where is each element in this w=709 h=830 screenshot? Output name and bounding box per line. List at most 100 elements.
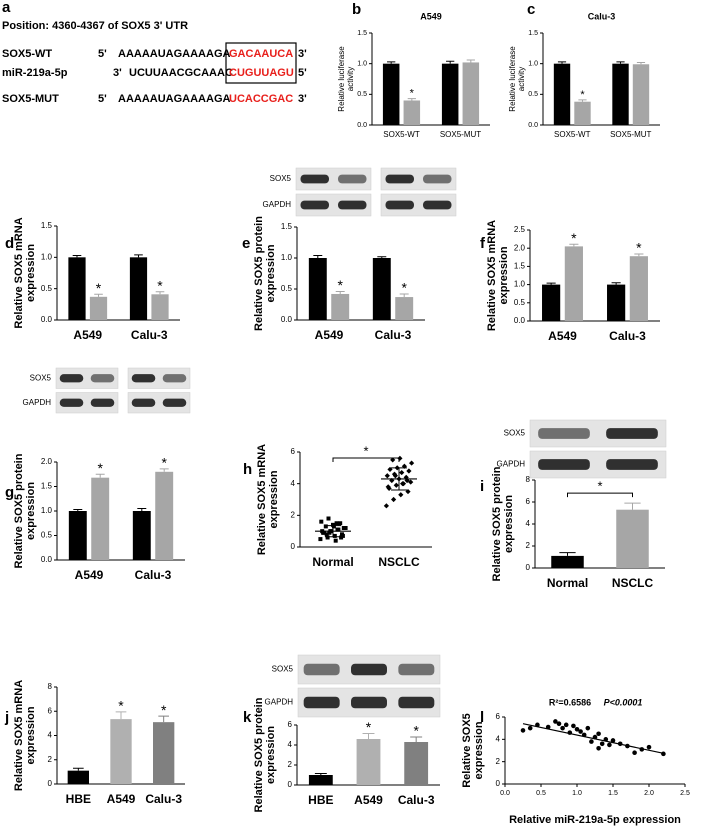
significance: *	[161, 702, 167, 718]
error-bar	[335, 290, 345, 294]
y-axis-label: Relative SOX5 mRNA	[13, 680, 25, 791]
sd-bar	[391, 467, 407, 491]
bar	[356, 739, 381, 785]
y-tick-label: 1.5	[528, 30, 538, 37]
blot-label: SOX5	[504, 429, 526, 438]
x-tick-label: SOX5-MUT	[440, 130, 481, 139]
point	[578, 729, 583, 734]
y-tick-label: 0.5	[41, 531, 53, 540]
y-tick-label: 6	[288, 720, 293, 729]
x-tick-label: HBE	[66, 792, 91, 806]
blot-band	[398, 663, 435, 676]
point	[585, 725, 591, 731]
point	[331, 524, 336, 529]
chart-e: e 0.0 0.5 1.0 1.5 Relative SOX5 protein expres…	[242, 167, 457, 342]
x-tick-label: NSCLC	[378, 555, 420, 569]
y-tick-label: 2	[496, 757, 501, 766]
chart-k: k 0 2 4 6 Relative SOX5 protein expression SOX5…	[243, 654, 441, 812]
y-axis-label: Relative SOX5 protein	[253, 697, 265, 812]
error-bar	[362, 733, 375, 739]
blot-band	[303, 663, 340, 676]
x-tick-label: A549	[107, 792, 136, 806]
blot-band	[131, 374, 156, 383]
panel-letter: j	[4, 709, 9, 726]
bar	[308, 258, 327, 320]
x-tick-label: Calu-3	[609, 329, 646, 343]
y-tick-label: 4	[291, 479, 296, 488]
point	[571, 723, 576, 729]
bar	[331, 293, 350, 320]
bar	[395, 297, 414, 320]
y-axis-label: Relative SOX5 mRNA	[486, 220, 498, 331]
y-axis-label: Relative luciferase	[337, 46, 346, 112]
panel-letter: c	[527, 1, 535, 18]
error-bar	[95, 473, 105, 478]
y-tick-label: 8	[48, 682, 53, 691]
x-tick-label: 2.0	[644, 790, 654, 797]
chart-i: i 0 2 4 6 8 Relative SOX5 protein expression SOX…	[480, 419, 667, 590]
x-tick-label: Calu-3	[398, 793, 435, 807]
bar	[553, 63, 571, 125]
blot-band	[423, 174, 452, 184]
panel-letter: k	[243, 709, 252, 726]
error-bar	[624, 502, 641, 510]
chart-f: f 0.0 0.5 1.0 1.5 2.0 2.5 Relative SOX5 mRNA exp…	[480, 220, 660, 343]
blot-band	[162, 374, 187, 383]
error-bar	[446, 60, 455, 64]
point	[391, 496, 397, 503]
point	[599, 741, 605, 747]
blot-strip	[295, 193, 372, 217]
y-tick-label: 0.0	[41, 315, 53, 324]
bar	[110, 719, 132, 784]
comparison-label: *	[597, 479, 602, 494]
point	[333, 538, 338, 543]
highlight: CUGUUAGU	[229, 67, 294, 79]
point	[384, 473, 390, 479]
point	[325, 535, 330, 540]
point	[334, 521, 339, 526]
y-tick-label: 4	[48, 731, 53, 740]
x-tick-label: 0.5	[536, 790, 546, 797]
error-bar	[313, 255, 323, 258]
blot-strip	[55, 367, 119, 389]
error-bar	[72, 254, 82, 258]
error-bar	[636, 61, 646, 65]
chart-b: b 0.0 0.5 1.0 1.5 Relative luciferase activity…	[337, 1, 490, 139]
bar	[151, 294, 169, 320]
x-tick-label: HBE	[308, 793, 333, 807]
point	[385, 484, 391, 490]
y-tick-label: 1.5	[514, 262, 526, 271]
panel-letter: f	[480, 235, 486, 252]
y-tick-label: 1.0	[281, 253, 293, 262]
y-tick-label: 6	[526, 497, 531, 506]
chart-title: Calu-3	[588, 11, 616, 21]
error-bar	[466, 59, 475, 63]
end-label: 5'	[98, 93, 107, 105]
y-tick-label: 1.5	[281, 222, 293, 231]
chart-l: l 0 2 4 6 Relative SOX5 expression R²=0.6586 P<0…	[461, 697, 690, 826]
y-axis-label: expression	[498, 246, 510, 304]
point	[323, 524, 328, 529]
x-tick-label: 1.5	[608, 790, 618, 797]
blot-band	[385, 174, 414, 184]
y-tick-label: 1.5	[41, 221, 53, 230]
point	[400, 481, 406, 487]
y-tick-label: 4	[288, 740, 293, 749]
significance: *	[97, 460, 103, 476]
y-tick-label: 2.0	[514, 243, 526, 252]
y-tick-label: 0.0	[357, 122, 367, 129]
point	[632, 750, 637, 756]
point	[339, 535, 344, 540]
x-tick-label: SOX5-MUT	[610, 130, 651, 139]
x-tick-label: Calu-3	[131, 328, 168, 342]
panel-letter: l	[480, 709, 484, 726]
error-bar	[616, 61, 625, 64]
blot-band	[385, 200, 414, 210]
panel-letter: b	[352, 1, 361, 18]
chart-g: g 0.0 0.5 1.0 1.5 2.0 Relative SOX5 protein exp…	[5, 367, 191, 582]
bar	[91, 477, 110, 560]
bar	[607, 284, 626, 321]
highlight: UCACCGAC	[229, 93, 293, 105]
y-tick-label: 0	[496, 779, 501, 788]
x-tick-label: Normal	[312, 555, 353, 569]
